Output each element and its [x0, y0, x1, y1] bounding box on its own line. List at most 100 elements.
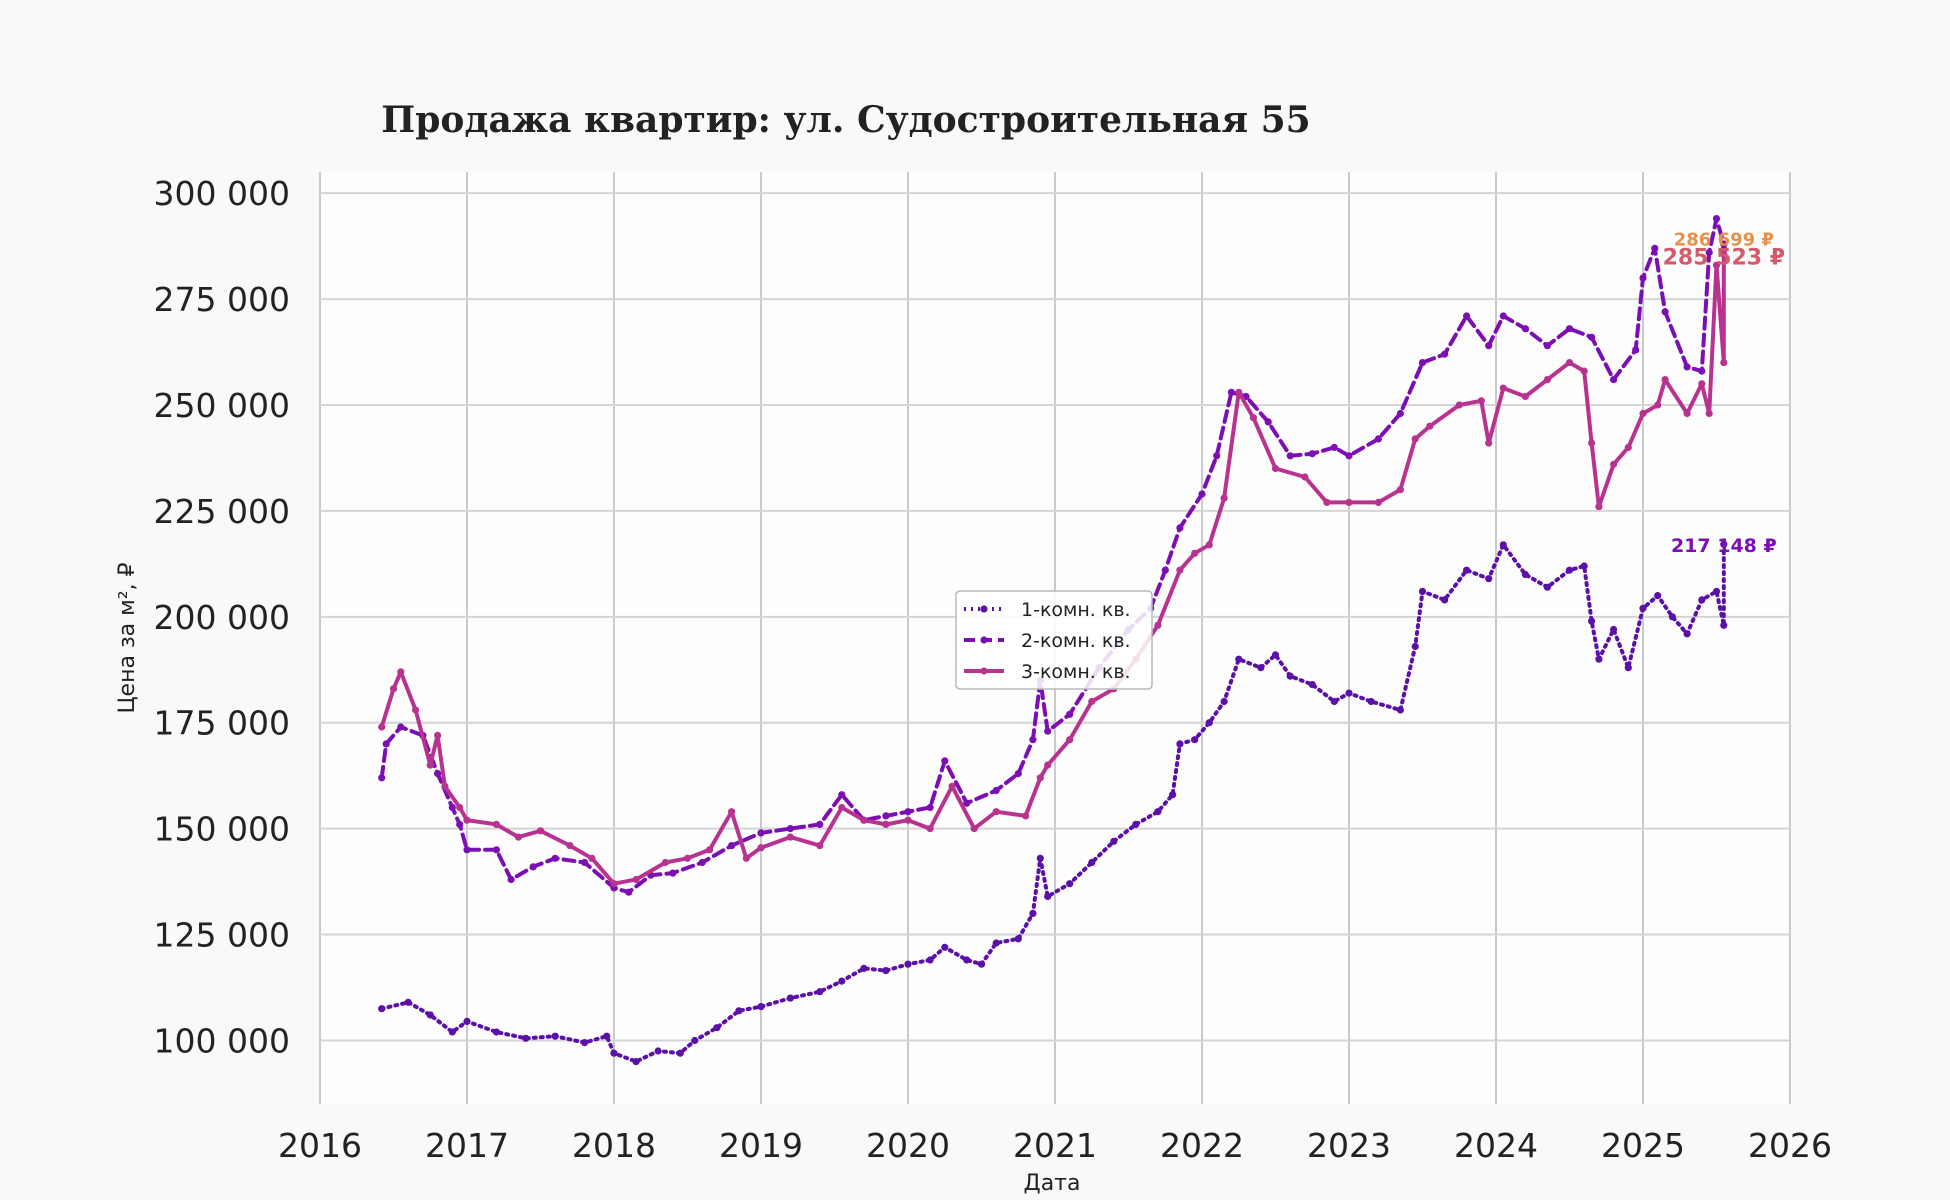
data-point — [926, 825, 934, 833]
data-point — [1345, 498, 1353, 506]
data-point — [1441, 596, 1449, 604]
x-tick-label: 2019 — [719, 1126, 803, 1165]
data-point — [1720, 240, 1728, 248]
data-point — [1499, 384, 1507, 392]
data-point — [397, 723, 405, 731]
data-point — [1639, 604, 1647, 612]
data-point — [786, 825, 795, 833]
data-point — [1720, 359, 1728, 367]
data-point — [1588, 333, 1596, 341]
data-point — [1235, 388, 1243, 396]
data-point — [1712, 215, 1721, 223]
data-point — [728, 842, 736, 850]
data-point — [1698, 596, 1706, 604]
data-point — [1191, 549, 1199, 557]
data-point — [1330, 697, 1338, 706]
y-tick-label: 300 000 — [154, 174, 290, 213]
data-point — [706, 846, 714, 854]
data-point — [382, 740, 390, 748]
data-point — [904, 960, 912, 968]
data-point — [1654, 592, 1662, 600]
x-axis-label: Дата — [1024, 1171, 1081, 1196]
data-point — [970, 825, 978, 833]
end-value-label: 285 523 ₽ — [1663, 246, 1785, 271]
data-point — [1521, 325, 1529, 333]
y-tick-label: 150 000 — [154, 810, 290, 849]
data-point — [1521, 570, 1529, 579]
data-point — [1565, 325, 1574, 333]
data-point — [1610, 460, 1618, 468]
data-point — [1588, 617, 1596, 625]
data-point — [676, 1049, 684, 1057]
data-point — [838, 791, 846, 799]
data-point — [1169, 791, 1177, 799]
x-tick-label: 2020 — [866, 1126, 950, 1165]
data-point — [1499, 541, 1507, 549]
data-point — [1720, 540, 1728, 548]
data-point — [757, 829, 765, 837]
data-point — [691, 1036, 699, 1045]
data-point — [926, 803, 934, 812]
chart-title: Продажа квартир: ул. Судостроительная 55 — [381, 99, 1310, 141]
data-point — [1264, 418, 1272, 426]
data-point — [1014, 935, 1022, 943]
data-point — [816, 820, 824, 829]
data-point — [1191, 736, 1199, 744]
data-point — [1176, 566, 1184, 574]
data-point — [529, 863, 537, 871]
data-point — [632, 875, 640, 884]
data-point — [1485, 439, 1493, 447]
legend-label: 1-комн. кв. — [1021, 599, 1131, 621]
data-point — [1029, 736, 1037, 744]
y-tick-label: 100 000 — [154, 1021, 290, 1060]
data-point — [1683, 363, 1691, 371]
data-point — [816, 842, 824, 850]
data-point — [1705, 248, 1713, 257]
data-point — [1595, 655, 1603, 663]
data-point — [412, 706, 420, 714]
data-point — [860, 964, 868, 973]
data-point — [404, 998, 412, 1006]
data-point — [786, 833, 795, 841]
data-point — [1176, 740, 1184, 748]
data-point — [838, 977, 846, 985]
x-tick-label: 2017 — [425, 1126, 509, 1165]
data-point — [1044, 761, 1052, 769]
data-point — [1396, 486, 1404, 494]
data-point — [1330, 443, 1338, 451]
data-point — [698, 858, 706, 867]
data-point — [1543, 583, 1551, 591]
data-point — [434, 731, 442, 740]
data-point — [514, 833, 523, 841]
data-point — [757, 844, 765, 852]
data-point — [654, 1047, 662, 1055]
data-point — [1683, 409, 1691, 418]
data-point — [463, 1017, 471, 1025]
data-point — [1066, 710, 1074, 718]
x-tick-label: 2026 — [1748, 1126, 1832, 1165]
data-point — [1499, 312, 1507, 320]
data-point — [926, 956, 934, 964]
data-point — [397, 668, 405, 676]
data-point — [941, 757, 949, 765]
data-point — [1066, 736, 1074, 744]
data-point — [581, 858, 589, 867]
legend-label: 2-комн. кв. — [1021, 630, 1131, 652]
data-point — [610, 1049, 618, 1057]
data-point — [1213, 452, 1221, 460]
data-point — [1286, 452, 1294, 460]
data-point — [963, 956, 971, 964]
data-point — [581, 1039, 589, 1047]
y-axis-label: Цена за м², ₽ — [115, 562, 140, 713]
end-value-label: 286 699 ₽ — [1674, 230, 1774, 251]
data-point — [551, 854, 559, 862]
data-point — [1308, 450, 1316, 458]
data-point — [1565, 566, 1574, 574]
data-point — [456, 803, 464, 812]
legend-marker — [980, 667, 988, 675]
data-point — [882, 967, 890, 975]
data-point — [661, 858, 670, 867]
data-point — [1543, 376, 1551, 384]
data-point — [1588, 439, 1596, 447]
